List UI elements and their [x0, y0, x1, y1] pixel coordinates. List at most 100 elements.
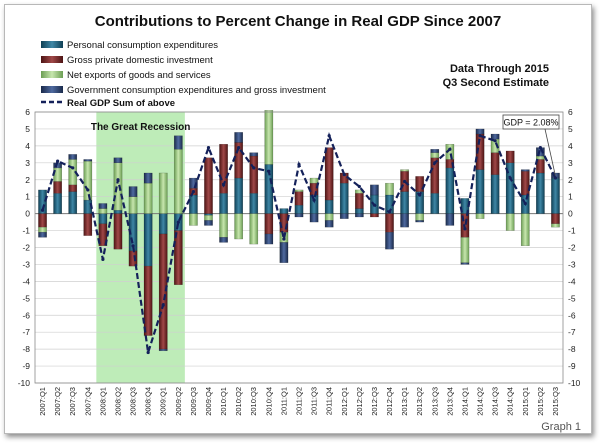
bar-net-exports — [505, 213, 515, 231]
gdp-point — [101, 257, 105, 261]
x-tick-label: 2009:Q4 — [204, 387, 213, 416]
x-tick-label: 2015:Q1 — [521, 387, 530, 416]
graph-caption: Graph 1 — [541, 421, 581, 433]
x-tick-label: 2008:Q1 — [98, 387, 107, 416]
legend-label-gdp-line: Real GDP Sum of above — [67, 98, 175, 109]
gdp-point — [297, 162, 301, 167]
bar-net-exports — [475, 213, 485, 219]
bar-net-exports — [173, 149, 183, 214]
bar-net-exports — [385, 182, 394, 196]
bar-investment — [445, 159, 455, 169]
y-tick-label-right: -3 — [568, 259, 576, 269]
x-tick-label: 2008:Q4 — [144, 387, 153, 416]
gdp-point — [161, 303, 165, 307]
x-tick-label: 2008:Q2 — [113, 387, 122, 416]
y-tick-label-left: -10 — [18, 378, 31, 388]
bar-consumption — [430, 193, 440, 214]
bar-consumption — [279, 208, 289, 214]
bar-net-exports — [143, 182, 153, 214]
bar-consumption — [445, 167, 455, 214]
y-tick-label-left: -3 — [22, 259, 30, 269]
bar-consumption — [490, 174, 500, 214]
bar-government — [370, 184, 379, 196]
bar-investment — [264, 213, 274, 235]
bar-government — [219, 237, 228, 243]
bar-net-exports — [113, 162, 123, 211]
bar-net-exports — [460, 237, 470, 263]
bar-consumption — [204, 213, 213, 216]
bar-government — [113, 157, 123, 164]
bar-investment — [173, 230, 183, 285]
bar-net-exports — [430, 152, 440, 158]
y-tick-label-right: 5 — [568, 124, 573, 134]
x-tick-label: 2011:Q3 — [310, 387, 319, 415]
bar-net-exports — [400, 169, 409, 172]
bar-government — [189, 177, 198, 189]
x-tick-label: 2010:Q2 — [234, 387, 243, 416]
gdp-point — [538, 145, 542, 150]
x-tick-label: 2012:Q2 — [355, 387, 364, 416]
bar-government — [354, 213, 364, 218]
bar-net-exports — [53, 167, 62, 182]
bar-government — [445, 213, 455, 226]
gdp-point — [357, 184, 361, 189]
bar-government — [400, 213, 409, 228]
bar-investment — [551, 213, 560, 224]
bar-net-exports — [219, 213, 228, 238]
bar-investment — [505, 150, 515, 164]
note-line-1: Data Through 2015 — [450, 63, 549, 75]
bar-consumption — [551, 177, 560, 214]
y-tick-label-left: 5 — [25, 124, 30, 134]
gdp-point — [372, 203, 377, 207]
x-tick-label: 2014:Q3 — [491, 387, 500, 416]
gdp-point — [327, 134, 331, 138]
gdp-point — [463, 227, 467, 231]
bar-government — [309, 213, 319, 223]
gdp-point — [131, 244, 135, 248]
bar-investment — [370, 213, 379, 218]
y-tick-label-right: -4 — [568, 276, 576, 286]
y-tick-label-left: -9 — [22, 361, 30, 371]
bar-net-exports — [294, 189, 304, 192]
bar-consumption — [294, 204, 304, 214]
bar-investment — [38, 213, 47, 228]
y-tick-label-left: -6 — [22, 310, 30, 320]
legend-label-investment: Gross private domestic investment — [67, 55, 213, 66]
bar-net-exports — [309, 177, 319, 184]
y-tick-label-left: 3 — [25, 158, 30, 168]
gdp-point — [312, 198, 316, 202]
gdp-point — [267, 169, 271, 173]
bar-investment — [324, 147, 334, 201]
bar-investment — [113, 213, 123, 250]
x-tick-label: 2015:Q3 — [551, 387, 560, 416]
bar-government — [520, 169, 530, 172]
gdp-point — [523, 201, 527, 206]
bar-consumption — [98, 213, 108, 224]
bar-government — [143, 172, 153, 184]
bar-consumption — [113, 210, 123, 214]
x-tick-label: 2014:Q4 — [506, 387, 515, 416]
x-tick-label: 2013:Q2 — [415, 387, 424, 416]
x-tick-label: 2009:Q3 — [189, 387, 198, 416]
bar-investment — [219, 143, 228, 194]
y-tick-label-left: 1 — [25, 192, 30, 202]
gdp-point — [206, 145, 211, 150]
gdp-callout-box — [502, 114, 560, 130]
y-tick-label-right: 6 — [568, 107, 573, 117]
legend-swatch-consumption — [41, 41, 63, 48]
bar-consumption — [249, 193, 259, 214]
x-tick-label: 2007:Q3 — [68, 387, 77, 416]
y-tick-label-right: -7 — [568, 327, 576, 337]
bar-net-exports — [128, 196, 138, 214]
bar-government — [460, 262, 470, 265]
bar-net-exports — [324, 213, 334, 221]
bar-investment — [83, 213, 93, 236]
x-tick-label: 2010:Q1 — [219, 387, 228, 416]
x-tick-label: 2012:Q4 — [385, 387, 394, 416]
bar-government — [158, 348, 168, 352]
y-tick-label-left: 4 — [25, 141, 30, 151]
bar-government — [264, 233, 274, 245]
gdp-point — [433, 161, 437, 165]
legend-label-consumption: Personal consumption expenditures — [67, 40, 218, 51]
bar-investment — [520, 171, 530, 196]
